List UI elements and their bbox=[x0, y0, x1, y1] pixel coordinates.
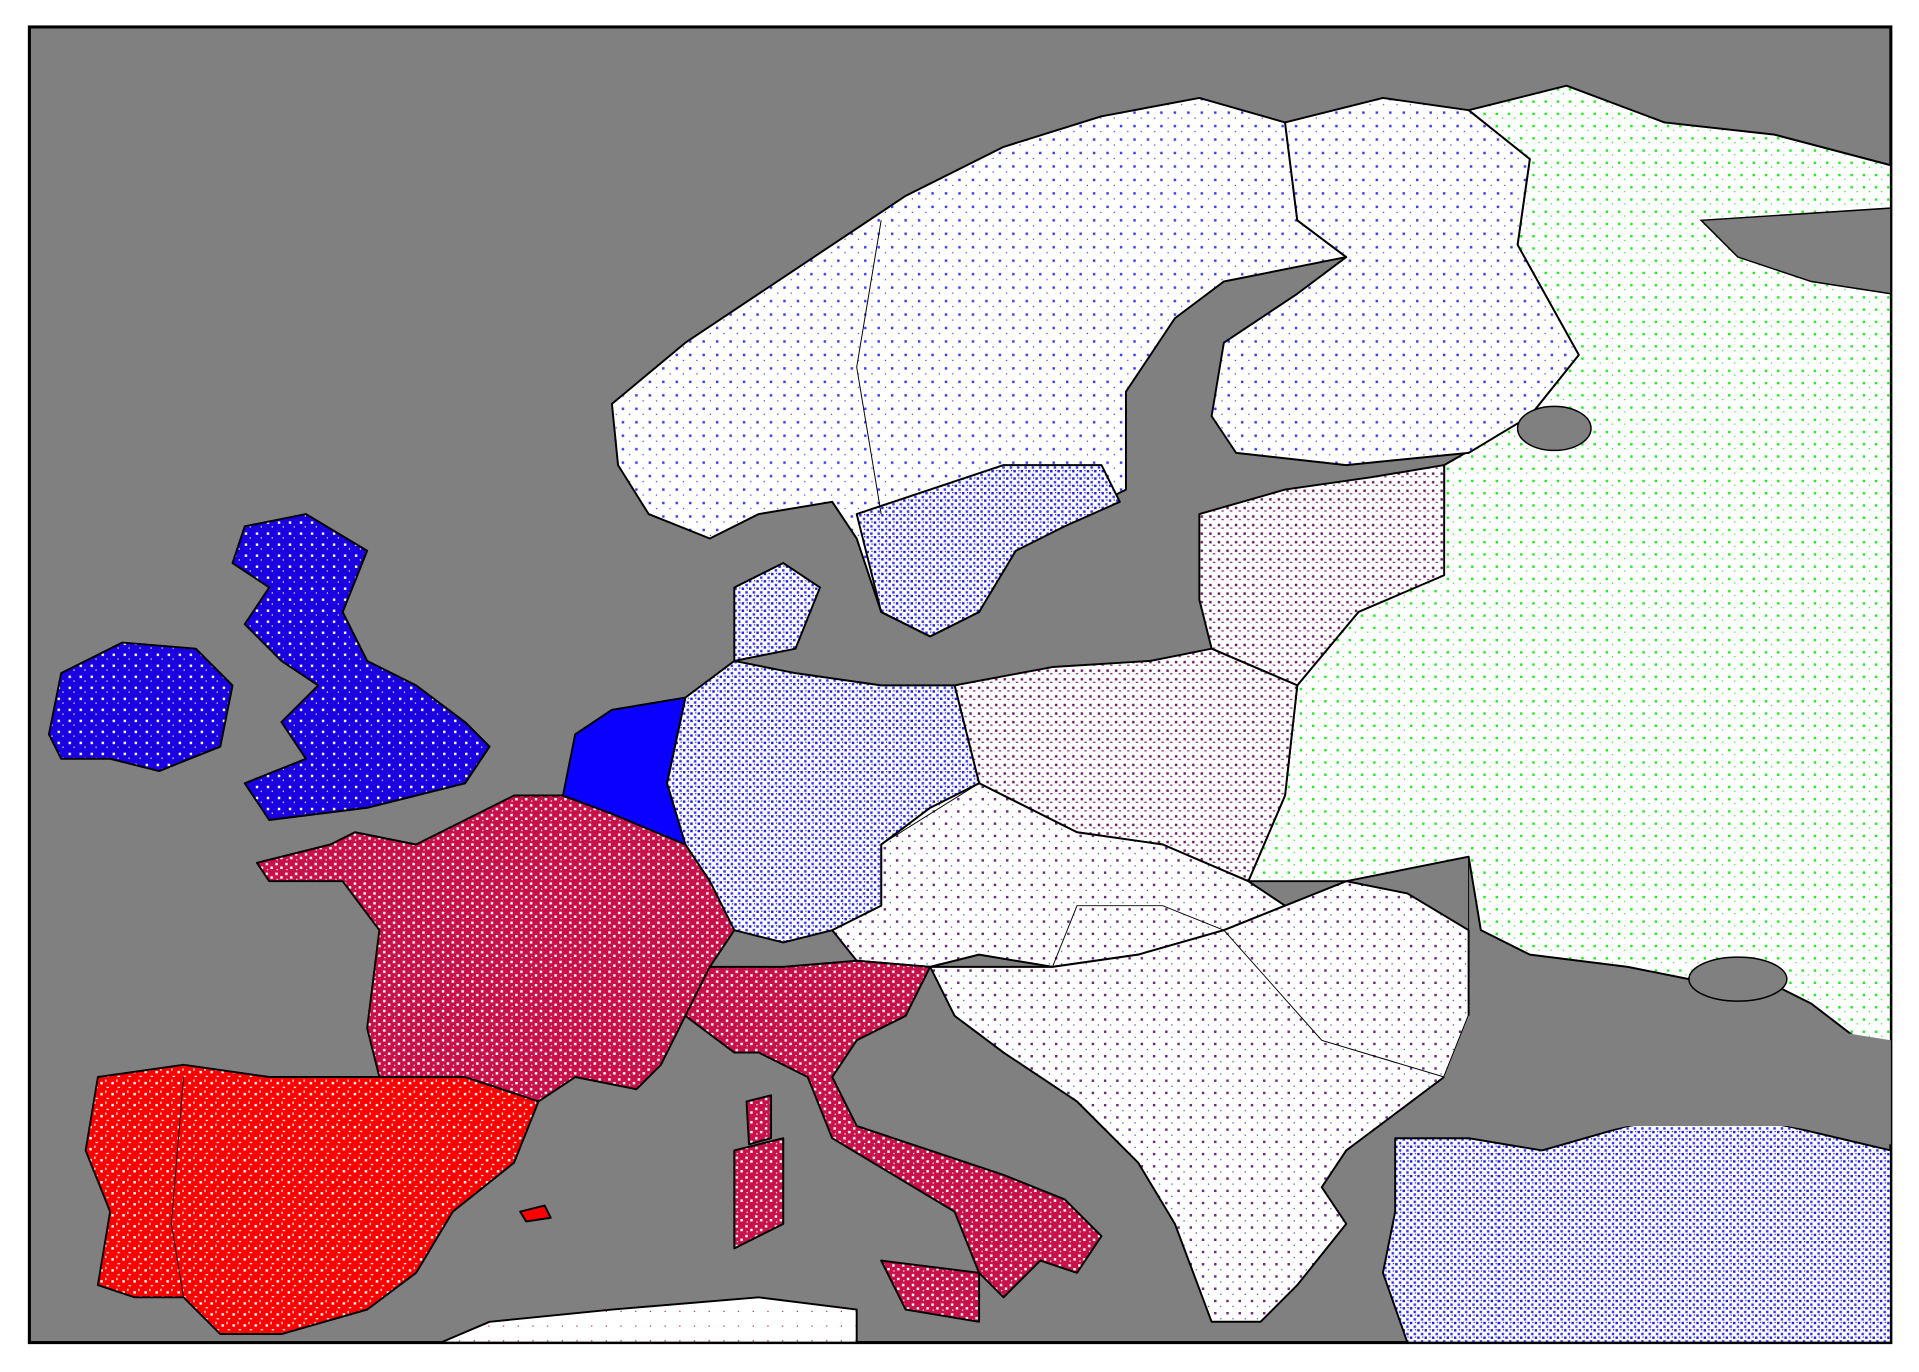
balearic bbox=[519, 1204, 552, 1223]
border bbox=[856, 220, 882, 515]
azov-sea bbox=[1688, 956, 1788, 1002]
scandinavia bbox=[610, 96, 1348, 638]
sardinia bbox=[733, 1137, 785, 1250]
border bbox=[1346, 856, 1470, 931]
white-sea bbox=[1699, 207, 1892, 295]
borders bbox=[170, 122, 1470, 1298]
finland bbox=[1210, 96, 1580, 467]
ireland bbox=[47, 641, 234, 773]
italy bbox=[684, 959, 1103, 1299]
iberia bbox=[84, 1063, 540, 1336]
border bbox=[1052, 905, 1225, 968]
lake bbox=[1516, 405, 1592, 452]
border bbox=[1223, 929, 1445, 1078]
south-sweden bbox=[855, 464, 1121, 638]
water bbox=[1444, 207, 1892, 1145]
black-sea bbox=[1444, 991, 1891, 1145]
border bbox=[1284, 122, 1298, 221]
north-africa bbox=[439, 1296, 858, 1344]
great-britain bbox=[231, 513, 491, 821]
corsica bbox=[745, 1094, 773, 1146]
denmark bbox=[733, 562, 821, 662]
baltics bbox=[1198, 464, 1446, 687]
border bbox=[170, 1076, 185, 1298]
turkey bbox=[1381, 1112, 1892, 1344]
border bbox=[1247, 685, 1298, 907]
border bbox=[880, 685, 980, 845]
sicily bbox=[880, 1259, 981, 1323]
balkans bbox=[929, 880, 1470, 1323]
land bbox=[47, 84, 1892, 1344]
